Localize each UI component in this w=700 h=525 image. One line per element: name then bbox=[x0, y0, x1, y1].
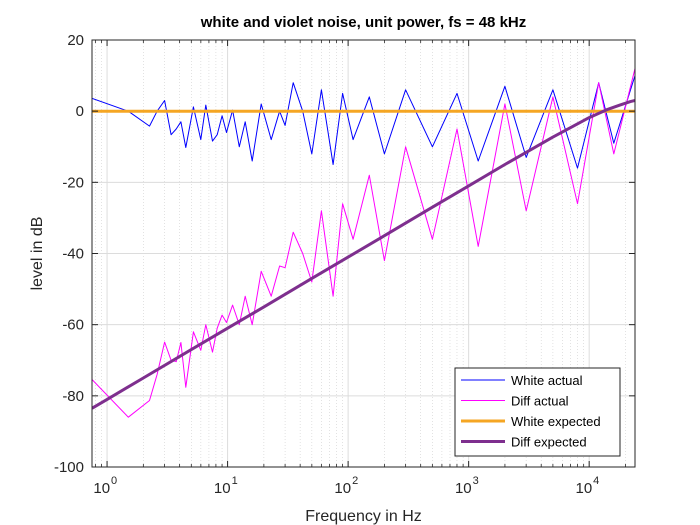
legend: White actual Diff actual White expected Dif… bbox=[454, 367, 621, 457]
series-line-white-actual bbox=[92, 75, 635, 169]
series-line-diff-actual bbox=[92, 68, 635, 418]
series-line-diff-expected bbox=[92, 99, 635, 410]
legend-label: Diff expected bbox=[511, 435, 587, 450]
x-axis-title: Frequency in Hz bbox=[305, 508, 422, 525]
legend-item: White expected bbox=[461, 414, 601, 429]
x-tick-label-base: 10 bbox=[334, 480, 351, 497]
x-tick-label-base: 10 bbox=[93, 480, 110, 497]
chart-title: white and violet noise, unit power, fs =… bbox=[200, 14, 527, 31]
x-tick-label-exponent: 0 bbox=[111, 475, 117, 487]
x-tick-label: 10 0 bbox=[93, 475, 117, 497]
y-tick-label: -20 bbox=[62, 174, 84, 191]
x-tick-label-exponent: 2 bbox=[352, 475, 358, 487]
x-tick-label: 10 4 bbox=[575, 475, 599, 497]
y-axis-title: level in dB bbox=[29, 217, 46, 291]
y-tick-label: 0 bbox=[76, 103, 84, 120]
y-tick-label: -100 bbox=[54, 459, 84, 476]
series-layer bbox=[92, 68, 635, 418]
legend-item: Diff actual bbox=[461, 394, 569, 409]
x-tick-label-base: 10 bbox=[575, 480, 592, 497]
legend-item: Diff expected bbox=[461, 435, 587, 450]
y-tick-label: 20 bbox=[67, 32, 84, 49]
y-tick-label: -80 bbox=[62, 388, 84, 405]
y-tick-label: -60 bbox=[62, 317, 84, 334]
x-tick-label-exponent: 4 bbox=[593, 475, 599, 487]
x-tick-label-exponent: 1 bbox=[232, 475, 238, 487]
x-tick-label-exponent: 3 bbox=[473, 475, 479, 487]
x-tick-label: 10 2 bbox=[334, 475, 358, 497]
legend-label: White expected bbox=[511, 414, 601, 429]
legend-label: Diff actual bbox=[511, 394, 569, 409]
x-tick-label: 10 3 bbox=[455, 475, 479, 497]
x-tick-label-base: 10 bbox=[214, 480, 231, 497]
y-tick-label: -40 bbox=[62, 246, 84, 263]
legend-item: White actual bbox=[461, 373, 583, 388]
x-tick-label: 10 1 bbox=[214, 475, 238, 497]
legend-label: White actual bbox=[511, 373, 583, 388]
x-tick-label-base: 10 bbox=[455, 480, 472, 497]
